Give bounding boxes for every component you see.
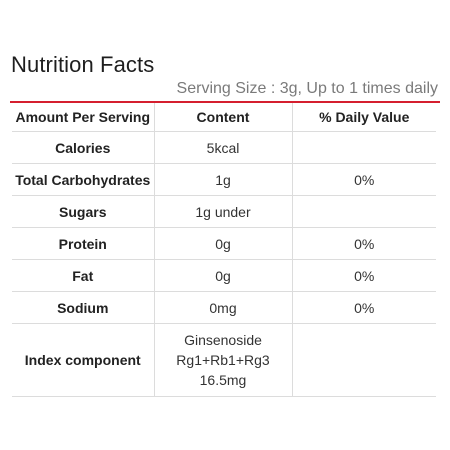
column-header-amount: Amount Per Serving bbox=[12, 103, 154, 132]
page-title: Nutrition Facts bbox=[11, 52, 155, 77]
row-label: Index component bbox=[12, 323, 154, 397]
row-label: Sodium bbox=[12, 291, 154, 324]
row-daily-value: 0% bbox=[291, 291, 436, 324]
row-daily-value: 0% bbox=[291, 163, 436, 196]
row-content: Ginsenoside Rg1+Rb1+Rg3 16.5mg bbox=[153, 323, 292, 397]
column-header-content: Content bbox=[153, 103, 292, 132]
header-divider bbox=[10, 101, 440, 103]
table-row: Protein 0g 0% bbox=[12, 227, 436, 260]
row-daily-value bbox=[291, 323, 436, 397]
content-line: Rg1+Rb1+Rg3 bbox=[176, 352, 270, 368]
content-line: 16.5mg bbox=[199, 372, 247, 388]
row-label: Calories bbox=[12, 131, 154, 164]
table-row: Fat 0g 0% bbox=[12, 259, 436, 292]
row-content: 5kcal bbox=[153, 131, 292, 164]
table-row: Index component Ginsenoside Rg1+Rb1+Rg3 … bbox=[12, 323, 436, 397]
row-daily-value bbox=[291, 195, 436, 228]
row-label: Fat bbox=[12, 259, 154, 292]
row-daily-value bbox=[291, 131, 436, 164]
row-daily-value: 0% bbox=[291, 227, 436, 260]
row-content: 0g bbox=[153, 227, 292, 260]
row-content: 0mg bbox=[153, 291, 292, 324]
table-row: Sodium 0mg 0% bbox=[12, 291, 436, 324]
content-line: Ginsenoside bbox=[184, 332, 262, 348]
table-row: Sugars 1g under bbox=[12, 195, 436, 228]
row-label: Protein bbox=[12, 227, 154, 260]
row-content: 0g bbox=[153, 259, 292, 292]
table-row: Calories 5kcal bbox=[12, 131, 436, 164]
row-content: 1g bbox=[153, 163, 292, 196]
row-content: 1g under bbox=[153, 195, 292, 228]
serving-size-text: Serving Size : 3g, Up to 1 times daily bbox=[176, 80, 438, 97]
row-label: Sugars bbox=[12, 195, 154, 228]
row-daily-value: 0% bbox=[291, 259, 436, 292]
nutrition-table: Amount Per Serving Content % Daily Value… bbox=[12, 103, 436, 397]
table-header-row: Amount Per Serving Content % Daily Value bbox=[12, 103, 436, 132]
row-label: Total Carbohydrates bbox=[12, 163, 154, 196]
table-row: Total Carbohydrates 1g 0% bbox=[12, 163, 436, 196]
column-header-daily-value: % Daily Value bbox=[291, 103, 436, 132]
